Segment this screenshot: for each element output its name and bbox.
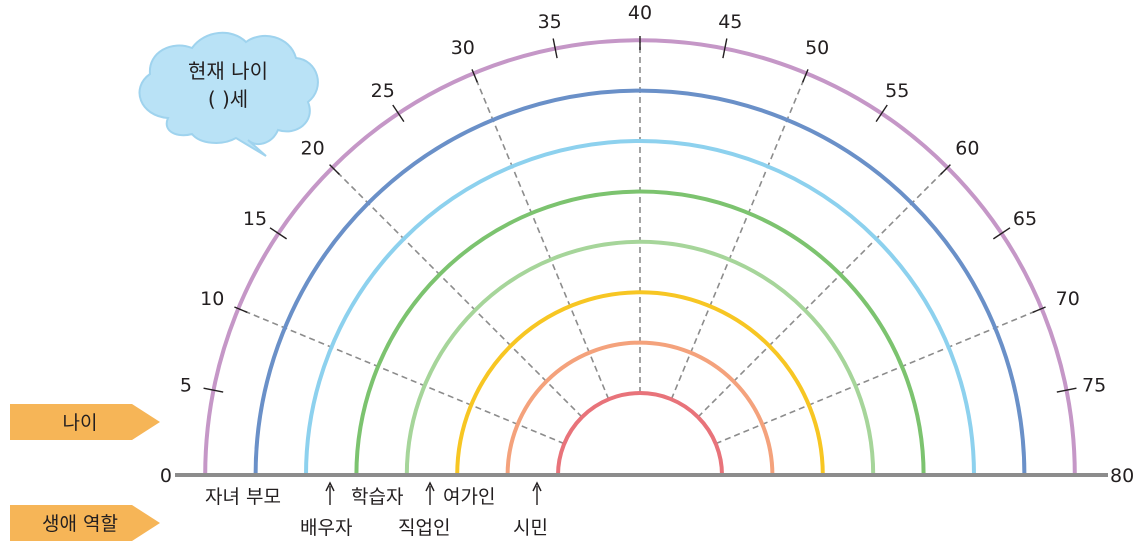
age-tab-label: 나이 xyxy=(63,412,98,434)
age-tick-label: 0 xyxy=(160,465,172,487)
age-tick-mark xyxy=(1032,306,1046,314)
age-tick-mark xyxy=(992,227,1011,240)
age-tick-label: 60 xyxy=(955,138,979,160)
age-tick-mark xyxy=(552,38,558,59)
role-label-learner: 학습자 xyxy=(351,486,403,508)
age-tick-mark xyxy=(801,69,809,83)
age-tick-mark xyxy=(722,38,728,59)
role-label-spouse: 배우자 xyxy=(300,517,352,539)
age-tick-label: 65 xyxy=(1013,208,1037,230)
age-tick-label: 80 xyxy=(1110,465,1134,487)
age-guide-line xyxy=(472,72,610,400)
pointer-arrow-head xyxy=(425,481,435,492)
age-tick-mark xyxy=(203,387,224,393)
age-tab: 나이 xyxy=(10,404,160,440)
age-guide-line xyxy=(697,166,949,418)
age-tick-label: 5 xyxy=(180,375,192,397)
role-label-citizen: 시민 xyxy=(513,517,548,539)
age-ticks: 0 5 10 15 20 25 30 35 40 45 50 55 60 65 70 75 80 xyxy=(160,2,1134,487)
cloud-line-1: 현재 나이 xyxy=(188,59,268,83)
age-tick-mark xyxy=(1056,387,1077,393)
pointer-arrow-head xyxy=(325,481,335,492)
role-arc xyxy=(304,139,976,476)
age-tick-label: 50 xyxy=(805,37,829,59)
role-label-worker: 직업인 xyxy=(398,517,450,539)
cloud-line-2: ( )세 xyxy=(208,87,248,111)
role-label-child-parent: 자녀 부모 xyxy=(205,486,281,508)
age-tick-label: 35 xyxy=(538,11,562,33)
age-tick-label: 70 xyxy=(1056,288,1080,310)
roles-tab-shape xyxy=(10,505,160,541)
age-tick-mark xyxy=(875,104,888,123)
age-tick-label: 15 xyxy=(243,208,267,230)
roles-tab-label: 생애 역할 xyxy=(42,513,118,535)
current-age-cloud: 현재 나이 ( )세 xyxy=(138,31,319,157)
role-pointer-arrows xyxy=(325,481,542,505)
age-guide-line xyxy=(237,307,565,445)
role-label-leisure: 여가인 xyxy=(443,486,495,508)
age-tick-label: 45 xyxy=(718,11,742,33)
role-arc xyxy=(404,239,876,476)
age-tab-shape xyxy=(10,404,160,440)
age-tick-label: 10 xyxy=(200,288,224,310)
role-arc xyxy=(354,189,926,476)
roles-tab: 생애 역할 xyxy=(10,505,160,541)
age-tick-mark xyxy=(940,164,951,175)
age-guide-line xyxy=(331,166,583,418)
age-tick-label: 20 xyxy=(301,138,325,160)
role-arc xyxy=(455,290,825,476)
age-tick-label: 55 xyxy=(885,80,909,102)
age-tick-label: 40 xyxy=(628,2,652,24)
role-arc xyxy=(556,391,724,476)
role-arc xyxy=(253,88,1027,476)
age-guide-line xyxy=(715,307,1043,445)
age-tick-mark xyxy=(269,227,288,240)
cloud-shape xyxy=(138,31,319,157)
role-arc xyxy=(505,340,775,476)
age-guide-lines xyxy=(237,40,1043,445)
age-tick-mark xyxy=(471,69,479,83)
age-tick-mark xyxy=(234,306,248,314)
age-tick-label: 30 xyxy=(451,37,475,59)
age-tick-label: 75 xyxy=(1082,375,1106,397)
age-tick-label: 25 xyxy=(371,80,395,102)
age-tick-mark xyxy=(392,104,405,123)
pointer-arrow-head xyxy=(532,481,542,492)
age-guide-line xyxy=(670,72,808,400)
age-tick-mark xyxy=(329,164,340,175)
